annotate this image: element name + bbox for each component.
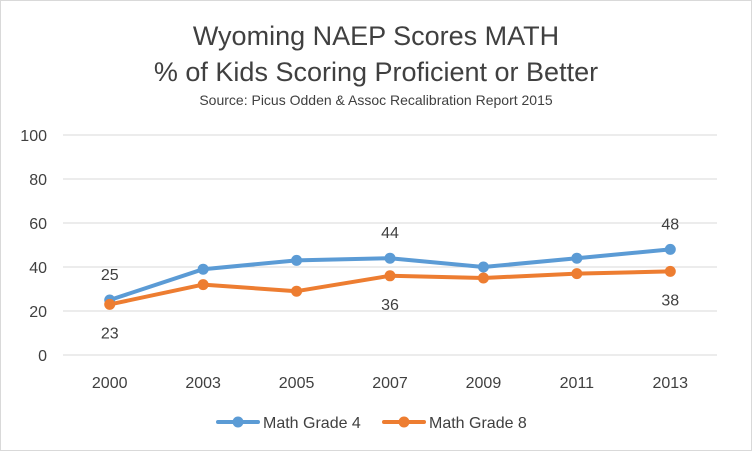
legend-label-2: Math Grade 8 [429,415,527,432]
data-label-s1-2000: 25 [101,267,119,284]
data-point-s2-2005 [291,285,303,297]
chart-title-line1: Wyoming NAEP Scores MATH [193,21,559,51]
data-point-s1-2007 [384,252,396,264]
series [104,243,676,310]
x-tick-label-2009: 2009 [466,375,502,392]
x-tick-label-2003: 2003 [185,375,221,392]
gridlines [63,134,717,312]
data-label-s1-2007: 44 [381,225,399,242]
data-point-s1-2011 [571,252,583,264]
data-point-s2-2011 [571,268,583,280]
x-tick-label-2013: 2013 [652,375,688,392]
data-label-s2-2013: 38 [661,292,679,309]
y-tick-label-0: 0 [38,348,47,365]
axes: 0 20 40 60 80 100 2000 2003 2005 2007 2009 2011 2013 [20,128,717,392]
legend-label-1: Math Grade 4 [263,415,361,432]
x-tick-label-2011: 2011 [560,375,595,392]
data-point-s2-2013 [664,265,676,277]
y-tick-label-60: 60 [29,216,47,233]
data-point-s1-2005 [291,254,303,266]
y-tick-label-40: 40 [29,260,47,277]
chart-title-line2: % of Kids Scoring Proficient or Better [154,57,598,87]
data-point-s1-2013 [664,243,676,255]
y-tick-label-100: 100 [20,128,47,145]
data-label-s1-2013: 48 [661,216,679,233]
data-point-s2-2009 [477,272,489,284]
data-point-s1-2009 [477,261,489,273]
y-tick-label-20: 20 [29,304,47,321]
chart-subtitle: Source: Picus Odden & Assoc Recalibratio… [199,92,553,108]
x-tick-label-2007: 2007 [372,375,408,392]
data-point-s1-2003 [197,263,209,275]
y-tick-label-80: 80 [29,172,47,189]
data-point-s2-2000 [104,298,116,310]
legend: Math Grade 4 Math Grade 8 [216,415,527,432]
x-tick-label-2005: 2005 [279,375,315,392]
x-tick-label-2000: 2000 [92,375,128,392]
data-label-s2-2007: 36 [381,297,399,314]
legend-swatch-marker-1 [232,416,244,428]
data-point-s2-2007 [384,270,396,282]
legend-swatch-marker-2 [398,416,410,428]
data-point-s2-2003 [197,279,209,291]
data-label-s2-2000: 23 [101,325,119,342]
data-labels: 25 44 48 23 36 38 [101,216,679,342]
